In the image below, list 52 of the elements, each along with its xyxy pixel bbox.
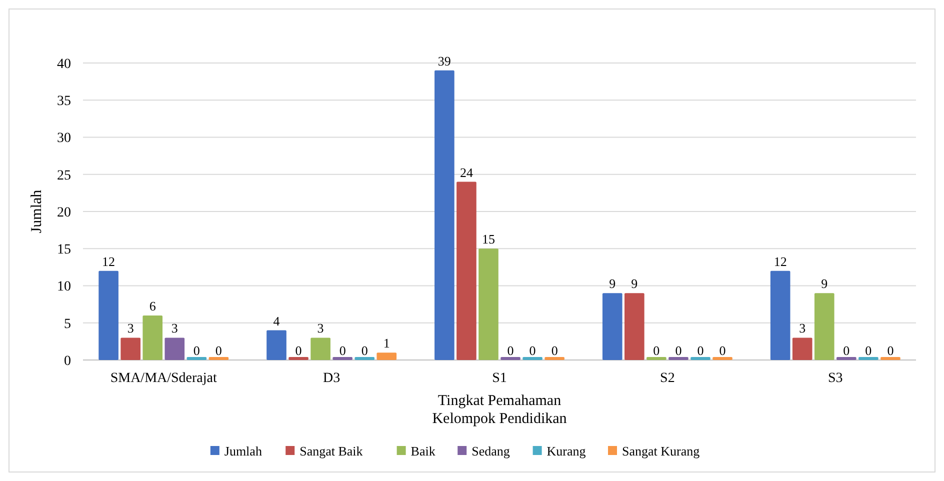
y-tick-label: 30 (57, 131, 71, 146)
legend-label: Baik (410, 444, 436, 459)
x-tick-label: S1 (492, 371, 507, 386)
data-label: 9 (631, 276, 638, 292)
data-label: 0 (865, 343, 872, 358)
x-tick-label: S2 (660, 371, 675, 386)
y-axis-title: Jumlah (29, 189, 45, 234)
data-label: 1 (383, 336, 390, 351)
legend-label: Jumlah (224, 444, 262, 459)
legend-label: Kurang (546, 444, 586, 459)
y-tick-label: 35 (57, 94, 71, 110)
data-label: 3 (799, 320, 806, 336)
x-tick-label: S3 (828, 371, 843, 386)
data-label: 0 (719, 343, 726, 358)
data-label: 0 (193, 343, 200, 358)
data-label: 0 (361, 343, 368, 358)
data-label: 0 (697, 343, 704, 358)
data-label: 0 (295, 343, 302, 358)
data-label: 9 (821, 276, 828, 292)
data-label: 3 (127, 320, 134, 336)
y-tick-label: 0 (64, 354, 71, 369)
y-tick-label: 10 (57, 280, 71, 295)
data-label: 0 (529, 343, 536, 358)
x-axis-title: Tingkat Pemahaman Kelompok Pendidikan (432, 393, 568, 427)
data-label: 9 (609, 276, 616, 292)
y-tick-label: 40 (57, 56, 71, 72)
data-label: 0 (339, 343, 346, 358)
data-label: 0 (675, 343, 682, 358)
x-tick-label: D3 (322, 371, 340, 386)
data-label: 0 (507, 343, 514, 358)
data-label: 0 (215, 343, 222, 358)
y-tick-label: 15 (57, 242, 71, 258)
data-label: 3 (317, 320, 324, 336)
data-label: 39 (438, 53, 451, 68)
y-tick-label: 20 (57, 205, 71, 220)
legend-label: Sangat Kurang (622, 444, 700, 459)
legend-label: Sedang (472, 444, 510, 459)
legend-label: Sangat Baik (300, 444, 364, 459)
y-tick-label: 5 (64, 316, 71, 332)
data-label: 0 (843, 343, 850, 358)
y-tick-label: 25 (57, 168, 71, 184)
data-label: 24 (460, 164, 474, 180)
data-label: 3 (171, 320, 178, 336)
data-label: 6 (149, 298, 156, 314)
data-label: 12 (102, 254, 116, 269)
x-tick-label: SMA/MA/Sderajat (110, 371, 217, 386)
data-label: 0 (551, 343, 558, 358)
data-label: 15 (482, 232, 495, 247)
data-label: 12 (774, 254, 787, 269)
data-label: 4 (273, 313, 280, 328)
data-label: 0 (887, 343, 894, 358)
data-label: 0 (653, 343, 660, 358)
